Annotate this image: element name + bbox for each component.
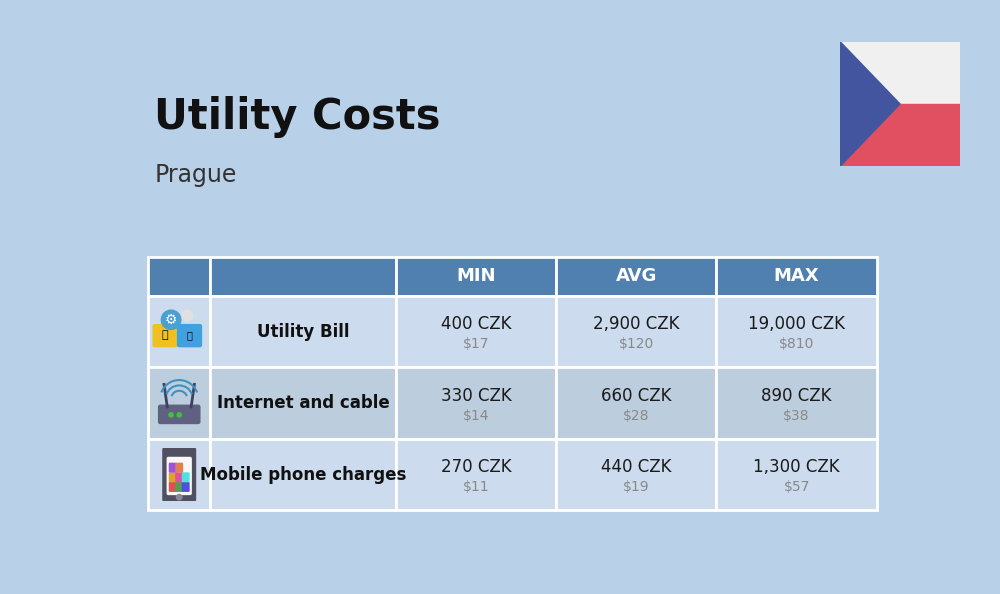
FancyBboxPatch shape <box>210 439 396 510</box>
Text: 2,900 CZK: 2,900 CZK <box>593 315 680 333</box>
Text: MIN: MIN <box>456 267 496 285</box>
Bar <box>840 42 960 104</box>
FancyBboxPatch shape <box>716 296 877 367</box>
FancyBboxPatch shape <box>556 367 716 439</box>
Text: Utility Bill: Utility Bill <box>257 323 349 340</box>
FancyBboxPatch shape <box>396 296 556 367</box>
FancyBboxPatch shape <box>148 367 210 439</box>
FancyBboxPatch shape <box>210 296 396 367</box>
Text: $120: $120 <box>619 337 654 352</box>
Text: 1,300 CZK: 1,300 CZK <box>753 459 840 476</box>
Text: AVG: AVG <box>616 267 657 285</box>
FancyBboxPatch shape <box>716 257 877 296</box>
Text: Utility Costs: Utility Costs <box>154 96 441 138</box>
FancyBboxPatch shape <box>396 367 556 439</box>
Text: 890 CZK: 890 CZK <box>761 387 832 405</box>
Text: Prague: Prague <box>154 163 237 187</box>
FancyBboxPatch shape <box>396 439 556 510</box>
FancyBboxPatch shape <box>148 257 210 296</box>
Text: 330 CZK: 330 CZK <box>441 387 511 405</box>
Polygon shape <box>840 42 900 166</box>
Text: $17: $17 <box>463 337 489 352</box>
Text: $28: $28 <box>623 409 650 423</box>
Text: Mobile phone charges: Mobile phone charges <box>200 466 406 484</box>
Text: 660 CZK: 660 CZK <box>601 387 672 405</box>
FancyBboxPatch shape <box>210 367 396 439</box>
FancyBboxPatch shape <box>148 439 210 510</box>
Text: $11: $11 <box>463 481 489 494</box>
FancyBboxPatch shape <box>716 439 877 510</box>
Text: $57: $57 <box>783 481 810 494</box>
FancyBboxPatch shape <box>556 439 716 510</box>
Text: $810: $810 <box>779 337 814 352</box>
Text: $38: $38 <box>783 409 810 423</box>
Text: Internet and cable: Internet and cable <box>217 394 389 412</box>
Bar <box>840 104 960 166</box>
FancyBboxPatch shape <box>556 257 716 296</box>
Text: $19: $19 <box>623 481 650 494</box>
Text: 270 CZK: 270 CZK <box>441 459 511 476</box>
Text: $14: $14 <box>463 409 489 423</box>
FancyBboxPatch shape <box>556 296 716 367</box>
FancyBboxPatch shape <box>396 257 556 296</box>
Text: 400 CZK: 400 CZK <box>441 315 511 333</box>
Text: MAX: MAX <box>774 267 819 285</box>
FancyBboxPatch shape <box>210 257 396 296</box>
Text: 19,000 CZK: 19,000 CZK <box>748 315 845 333</box>
FancyBboxPatch shape <box>716 367 877 439</box>
FancyBboxPatch shape <box>148 296 210 367</box>
Text: 440 CZK: 440 CZK <box>601 459 672 476</box>
